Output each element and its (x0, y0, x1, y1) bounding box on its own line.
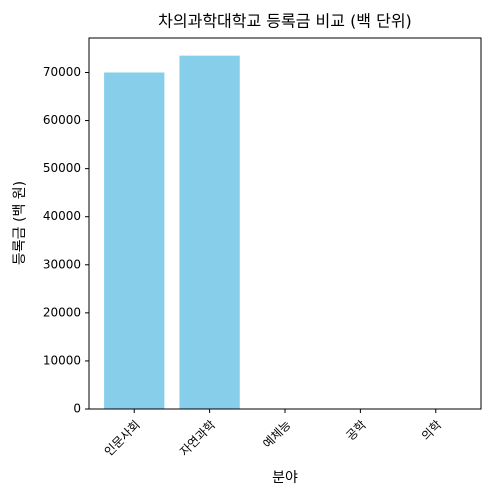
x-tick-label: 자연과학 (177, 418, 218, 459)
y-tick-label: 10000 (43, 353, 81, 367)
y-tick-label: 70000 (43, 65, 81, 79)
x-axis-label: 분야 (272, 470, 298, 486)
plot-frame (88, 37, 482, 410)
y-axis-label: 등록금 (백 원) (12, 181, 28, 265)
bar (104, 72, 165, 409)
y-tick-label: 20000 (43, 305, 81, 319)
y-tick-label: 30000 (43, 257, 81, 271)
x-tick-label: 예체능 (260, 418, 293, 451)
x-tick-label: 인문사회 (102, 418, 143, 459)
y-tick-label: 0 (73, 402, 81, 416)
y-tick-label: 60000 (43, 113, 81, 127)
bar (179, 55, 240, 410)
x-tick-label: 공학 (343, 418, 369, 444)
y-tick-label: 50000 (43, 161, 81, 175)
chart-title: 차의과학대학교 등록금 비교 (백 단위) (158, 12, 412, 31)
x-tick-label: 의학 (419, 418, 445, 444)
y-tick-label: 40000 (43, 209, 81, 223)
